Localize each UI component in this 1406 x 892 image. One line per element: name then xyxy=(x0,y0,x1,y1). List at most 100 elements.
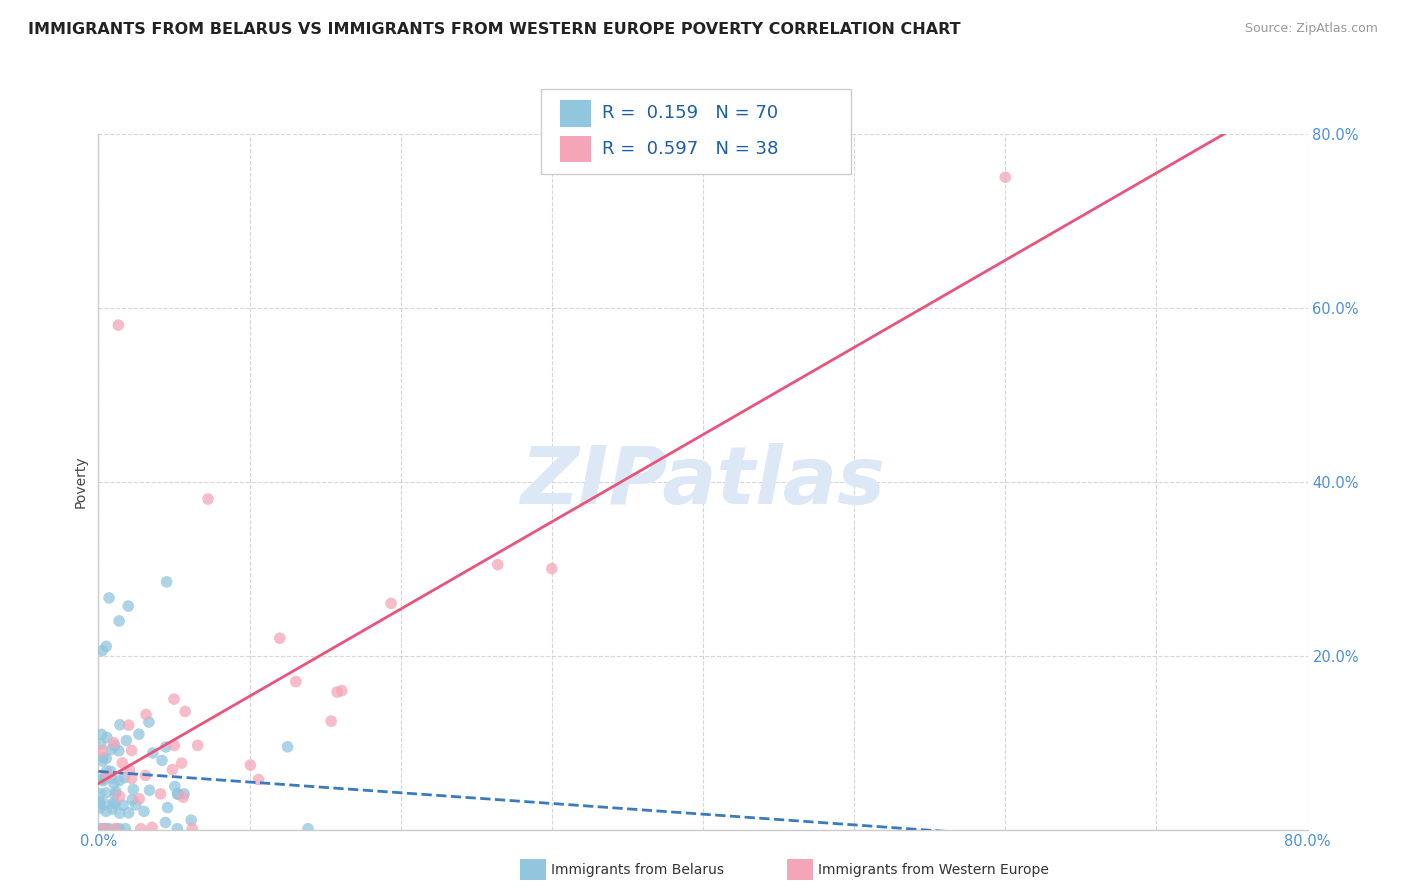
Point xyxy=(91,754,114,768)
Point xyxy=(97,822,120,836)
Point xyxy=(269,632,291,646)
Text: Immigrants from Western Europe: Immigrants from Western Europe xyxy=(818,863,1049,877)
Point xyxy=(108,822,131,836)
Point xyxy=(150,754,173,768)
Point xyxy=(112,798,135,813)
Point xyxy=(330,683,353,698)
Point xyxy=(91,773,114,788)
Point xyxy=(121,792,143,806)
Point xyxy=(380,596,402,610)
Point xyxy=(96,764,118,778)
Point xyxy=(118,718,141,732)
Point xyxy=(100,742,122,756)
Point xyxy=(90,727,112,741)
Point xyxy=(96,640,118,654)
Point xyxy=(174,705,197,719)
Point xyxy=(162,763,184,777)
Point xyxy=(93,822,115,836)
Point xyxy=(118,805,141,820)
Point xyxy=(104,739,127,753)
Point xyxy=(166,822,188,836)
Point xyxy=(91,772,114,786)
Point xyxy=(91,643,114,657)
Point xyxy=(297,822,319,836)
Point xyxy=(121,743,143,757)
Point xyxy=(107,744,129,758)
Point xyxy=(96,731,118,745)
Point xyxy=(486,558,509,572)
Point xyxy=(114,771,136,785)
Point xyxy=(156,574,179,589)
Point xyxy=(173,787,195,801)
Point xyxy=(104,822,127,836)
Point xyxy=(122,782,145,797)
Point xyxy=(181,822,204,836)
Point xyxy=(128,792,150,806)
Point xyxy=(104,784,127,798)
Text: ZIPatlas: ZIPatlas xyxy=(520,442,886,521)
Point xyxy=(89,795,111,809)
Text: R =  0.597   N = 38: R = 0.597 N = 38 xyxy=(602,140,778,158)
Point xyxy=(155,739,177,754)
Point xyxy=(128,727,150,741)
Point xyxy=(326,685,349,699)
Point xyxy=(163,739,186,753)
Point xyxy=(108,718,131,732)
Point xyxy=(90,737,112,751)
Point xyxy=(93,822,115,836)
Point xyxy=(239,758,262,772)
Point xyxy=(138,783,160,797)
Y-axis label: Poverty: Poverty xyxy=(73,456,87,508)
Point xyxy=(277,739,299,754)
Point xyxy=(89,822,111,836)
Point xyxy=(180,813,202,827)
Point xyxy=(132,805,155,819)
Point xyxy=(108,614,131,628)
Point xyxy=(187,739,209,753)
Point xyxy=(134,768,156,782)
Point xyxy=(91,744,114,758)
Point xyxy=(103,776,125,790)
Point xyxy=(141,821,163,835)
Text: R =  0.159   N = 70: R = 0.159 N = 70 xyxy=(602,104,778,122)
Point xyxy=(96,768,118,782)
Point xyxy=(104,797,127,811)
Point xyxy=(170,756,193,771)
Point xyxy=(94,786,117,800)
Point xyxy=(91,750,114,764)
Point xyxy=(89,797,111,811)
Point xyxy=(163,780,186,794)
Point xyxy=(125,797,148,812)
Point xyxy=(135,707,157,722)
Point xyxy=(90,772,112,787)
Text: Immigrants from Belarus: Immigrants from Belarus xyxy=(551,863,724,877)
Point xyxy=(104,787,127,801)
Point xyxy=(107,318,129,333)
Point xyxy=(103,735,125,749)
Point xyxy=(166,787,188,801)
Point xyxy=(105,822,128,836)
Point xyxy=(121,772,143,786)
Point xyxy=(321,714,343,728)
Point xyxy=(540,562,562,576)
Point xyxy=(98,591,121,605)
Point xyxy=(114,822,136,836)
Point xyxy=(101,802,124,816)
Point xyxy=(142,746,165,760)
Point xyxy=(111,756,134,770)
Point xyxy=(115,733,138,747)
Point xyxy=(108,773,131,788)
Point xyxy=(89,801,111,815)
Point xyxy=(163,692,186,706)
Point xyxy=(155,815,177,830)
Point xyxy=(247,772,270,787)
Point xyxy=(100,764,122,779)
Point xyxy=(96,822,118,836)
Point xyxy=(93,822,115,836)
Point xyxy=(138,715,160,730)
Point xyxy=(89,787,111,801)
Point xyxy=(994,170,1017,185)
Text: IMMIGRANTS FROM BELARUS VS IMMIGRANTS FROM WESTERN EUROPE POVERTY CORRELATION CH: IMMIGRANTS FROM BELARUS VS IMMIGRANTS FR… xyxy=(28,22,960,37)
Point xyxy=(94,805,117,819)
Point xyxy=(129,822,152,836)
